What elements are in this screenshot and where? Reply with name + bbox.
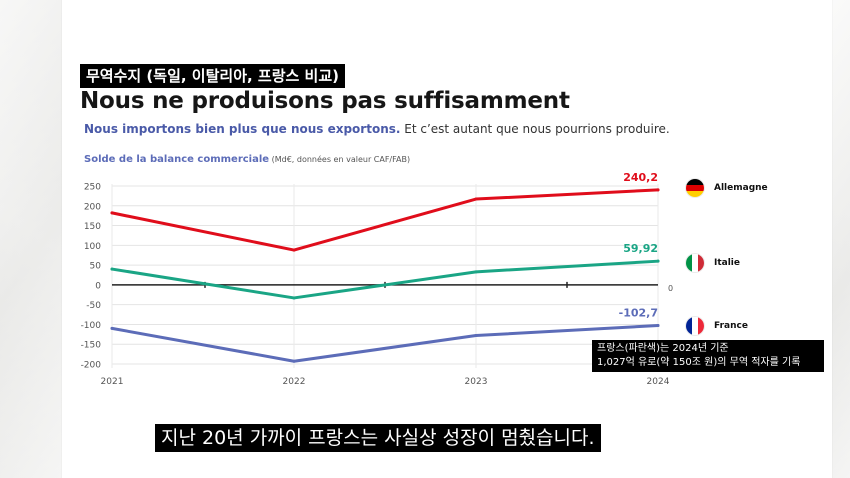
france-flag-icon xyxy=(686,317,704,335)
data-point-italie xyxy=(474,270,478,274)
series-line-italie xyxy=(110,259,660,300)
chart-axis-title: Solde de la balance commerciale (Md€, do… xyxy=(84,154,410,165)
data-point-france xyxy=(292,359,296,363)
data-point-italie xyxy=(110,267,114,271)
data-point-france xyxy=(656,324,660,328)
y-tick-label: -100 xyxy=(81,321,102,331)
legend-item-allemagne: Allemagne xyxy=(686,179,768,197)
series-line-france xyxy=(110,324,660,363)
data-point-allemagne xyxy=(292,248,296,252)
legend-item-italie: Italie xyxy=(686,254,740,272)
y-tick-label: 0 xyxy=(95,281,101,291)
zero-axis-label: 0 xyxy=(668,284,673,293)
legend-label-allemagne: Allemagne xyxy=(714,183,768,193)
y-tick-label: 150 xyxy=(84,222,101,232)
end-value-label-italie: 59,92 xyxy=(623,242,658,255)
data-point-allemagne xyxy=(110,211,114,215)
legend-label-italie: Italie xyxy=(714,258,740,268)
y-tick-label: -50 xyxy=(86,301,101,311)
end-value-label-allemagne: 240,2 xyxy=(623,171,658,184)
y-tick-label: 250 xyxy=(84,183,101,193)
page-title: Nous ne produisons pas suffisamment xyxy=(80,88,570,114)
y-tick-label: 100 xyxy=(84,242,101,252)
legend-item-france: France xyxy=(686,317,748,335)
annotation-line-1: 프랑스(파란색)는 2024년 기준 xyxy=(597,343,729,354)
y-tick-label: -150 xyxy=(81,341,102,351)
x-tick-label: 2022 xyxy=(283,377,306,387)
y-tick-label: 50 xyxy=(90,262,102,272)
y-tick-label: -200 xyxy=(81,361,102,371)
data-point-italie xyxy=(292,296,296,300)
legend-label-france: France xyxy=(714,321,748,331)
overlay-title: 무역수지 (독일, 이탈리아, 프랑스 비교) xyxy=(80,64,345,88)
italy-flag-icon xyxy=(686,254,704,272)
subtitle: Nous importons bien plus que nous export… xyxy=(84,122,670,136)
y-tick-label: 200 xyxy=(84,202,101,212)
axis-unit-text: (Md€, données en valeur CAF/FAB) xyxy=(269,155,411,164)
end-value-label-france: -102,7 xyxy=(619,307,658,320)
germany-flag-icon xyxy=(686,179,704,197)
axis-title-text: Solde de la balance commerciale xyxy=(84,154,270,165)
series-line-allemagne xyxy=(110,188,660,252)
data-point-france xyxy=(110,326,114,330)
annotation-box: 프랑스(파란색)는 2024년 기준 1,027억 유로(약 150조 원)의 … xyxy=(592,340,824,372)
subtitle-rest: Et c’est autant que nous pourrions produ… xyxy=(400,122,670,136)
annotation-line-2: 1,027억 유로(약 150조 원)의 무역 적자를 기록 xyxy=(597,357,801,368)
x-tick-label: 2024 xyxy=(647,377,670,387)
data-point-italie xyxy=(656,259,660,263)
x-tick-label: 2023 xyxy=(465,377,488,387)
data-point-allemagne xyxy=(656,188,660,192)
x-tick-label: 2021 xyxy=(101,377,124,387)
data-point-france xyxy=(474,334,478,338)
subtitle-highlight: Nous importons bien plus que nous export… xyxy=(84,122,401,136)
subtitle-caption: 지난 20년 가까이 프랑스는 사실상 성장이 멈췄습니다. xyxy=(155,424,601,452)
data-point-allemagne xyxy=(474,197,478,201)
